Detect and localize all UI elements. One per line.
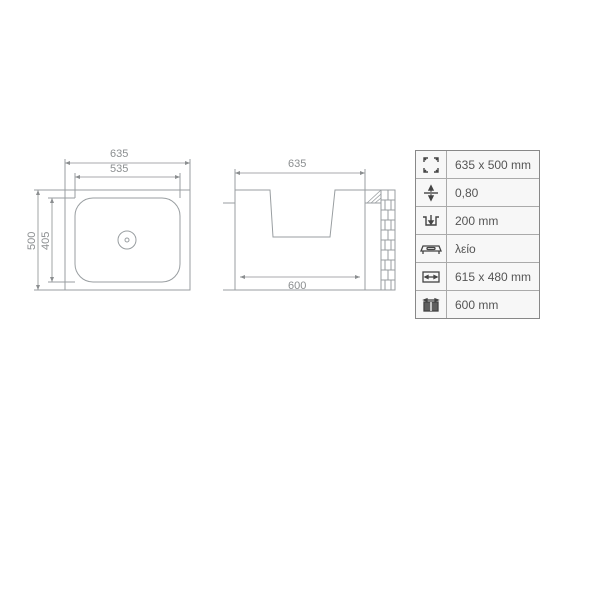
cutout-icon [416, 263, 447, 290]
spec-row-thickness: 0,80 [416, 179, 539, 207]
top-view-drawing [30, 155, 200, 325]
expand-icon [416, 151, 447, 178]
spec-value: 600 mm [447, 298, 506, 312]
spec-value: λείο [447, 242, 484, 256]
spec-value: 200 mm [447, 214, 506, 228]
spec-value: 635 x 500 mm [447, 158, 539, 172]
spec-row-surface: λείο [416, 235, 539, 263]
spec-value: 615 x 480 mm [447, 270, 539, 284]
spec-row-cutout: 615 x 480 mm [416, 263, 539, 291]
section-bottom-dim: 600 [288, 280, 306, 292]
spec-row-cabinet: 600 mm [416, 291, 539, 318]
section-top-dim: 635 [288, 158, 306, 170]
spec-diagram: 635 535 500 405 635 600 635 x 500 mm 0,8… [0, 0, 600, 600]
dim-inner-w: 535 [110, 163, 128, 175]
spec-value: 0,80 [447, 186, 486, 200]
cabinet-icon [416, 291, 447, 318]
depth-icon [416, 207, 447, 234]
section-view-drawing [215, 155, 400, 325]
thickness-icon [416, 179, 447, 206]
dim-inner-h: 405 [40, 232, 52, 250]
dim-outer-h: 500 [26, 232, 38, 250]
surface-icon [416, 235, 447, 262]
spec-table: 635 x 500 mm 0,80 200 mm λείο 615 x 480 … [415, 150, 540, 319]
dim-outer-w: 635 [110, 148, 128, 160]
spec-row-depth: 200 mm [416, 207, 539, 235]
spec-row-dimensions: 635 x 500 mm [416, 151, 539, 179]
